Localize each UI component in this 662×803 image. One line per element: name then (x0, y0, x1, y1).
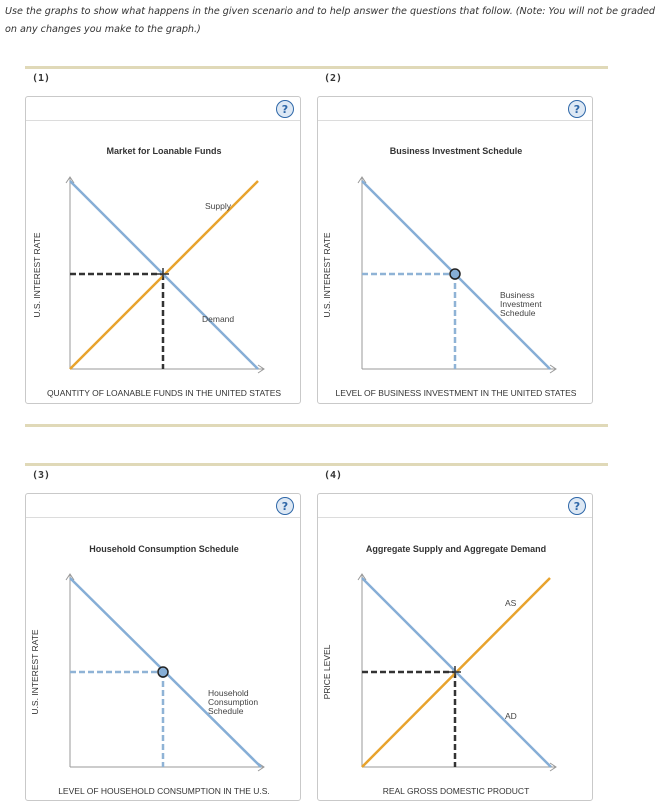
panel-3-number: (3) (32, 470, 51, 481)
y-axis-label: U.S. INTEREST RATE (32, 232, 42, 318)
help-button[interactable]: ? (276, 497, 294, 515)
graph-panel-household-consumption: ? Household Consumption Schedule Househo… (25, 493, 301, 801)
curve-label-line-2: Investment (500, 299, 542, 309)
graph-panel-loanable-funds: ? Market for Loanable Funds Supply Deman… (25, 96, 301, 404)
loanable-funds-graph: Market for Loanable Funds Supply Demand … (32, 146, 281, 398)
y-axis-arrow (357, 176, 367, 184)
schedule-point[interactable] (157, 666, 169, 678)
x-axis-arrow (549, 364, 557, 374)
graph-title: Aggregate Supply and Aggregate Demand (366, 544, 546, 554)
curve-label-line-1: Household (208, 688, 249, 698)
y-axis-label: PRICE LEVEL (322, 644, 332, 699)
as-ad-graph: Aggregate Supply and Aggregate Demand AS… (322, 544, 557, 796)
graph-panel-aggregate-supply-demand: ? Aggregate Supply and Aggregate Demand … (317, 493, 593, 801)
graph-title: Business Investment Schedule (390, 146, 523, 156)
help-button[interactable]: ? (568, 497, 586, 515)
curve-label-line-2: Consumption (208, 697, 258, 707)
graph-title: Market for Loanable Funds (106, 146, 221, 156)
x-axis-label: REAL GROSS DOMESTIC PRODUCT (383, 786, 530, 796)
help-button[interactable]: ? (568, 100, 586, 118)
panel-4-number: (4) (324, 470, 343, 481)
graph-title: Household Consumption Schedule (89, 544, 239, 554)
schedule-point[interactable] (449, 268, 461, 280)
x-axis-label: LEVEL OF BUSINESS INVESTMENT IN THE UNIT… (336, 388, 577, 398)
instructions-text: Use the graphs to show what happens in t… (5, 6, 656, 35)
household-consumption-graph: Household Consumption Schedule Household… (30, 544, 270, 796)
panel-1-number: (1) (32, 73, 51, 84)
y-axis-arrow (65, 573, 75, 581)
curve-label-line-3: Schedule (500, 308, 536, 318)
section-divider-bottom (25, 463, 608, 466)
x-axis-arrow (549, 762, 557, 772)
as-label: AS (505, 598, 517, 608)
curve-label-line-1: Business (500, 290, 535, 300)
y-axis-label: U.S. INTEREST RATE (322, 232, 332, 318)
section-divider-top (25, 66, 608, 69)
x-axis-arrow (257, 364, 265, 374)
section-divider-middle (25, 424, 608, 427)
business-investment-graph: Business Investment Schedule Business In… (322, 146, 577, 398)
x-axis-label: QUANTITY OF LOANABLE FUNDS IN THE UNITED… (47, 388, 281, 398)
x-axis-label: LEVEL OF HOUSEHOLD CONSUMPTION IN THE U.… (58, 786, 270, 796)
y-axis-arrow (65, 176, 75, 184)
supply-label: Supply (205, 201, 232, 211)
panel-2-number: (2) (324, 73, 343, 84)
demand-label: Demand (202, 314, 234, 324)
y-axis-arrow (357, 573, 367, 581)
y-axis-label: U.S. INTEREST RATE (30, 629, 40, 715)
help-button[interactable]: ? (276, 100, 294, 118)
curve-label-line-3: Schedule (208, 706, 244, 716)
graph-panel-business-investment: ? Business Investment Schedule Business … (317, 96, 593, 404)
ad-label: AD (505, 711, 517, 721)
demand-curve[interactable] (69, 180, 259, 370)
